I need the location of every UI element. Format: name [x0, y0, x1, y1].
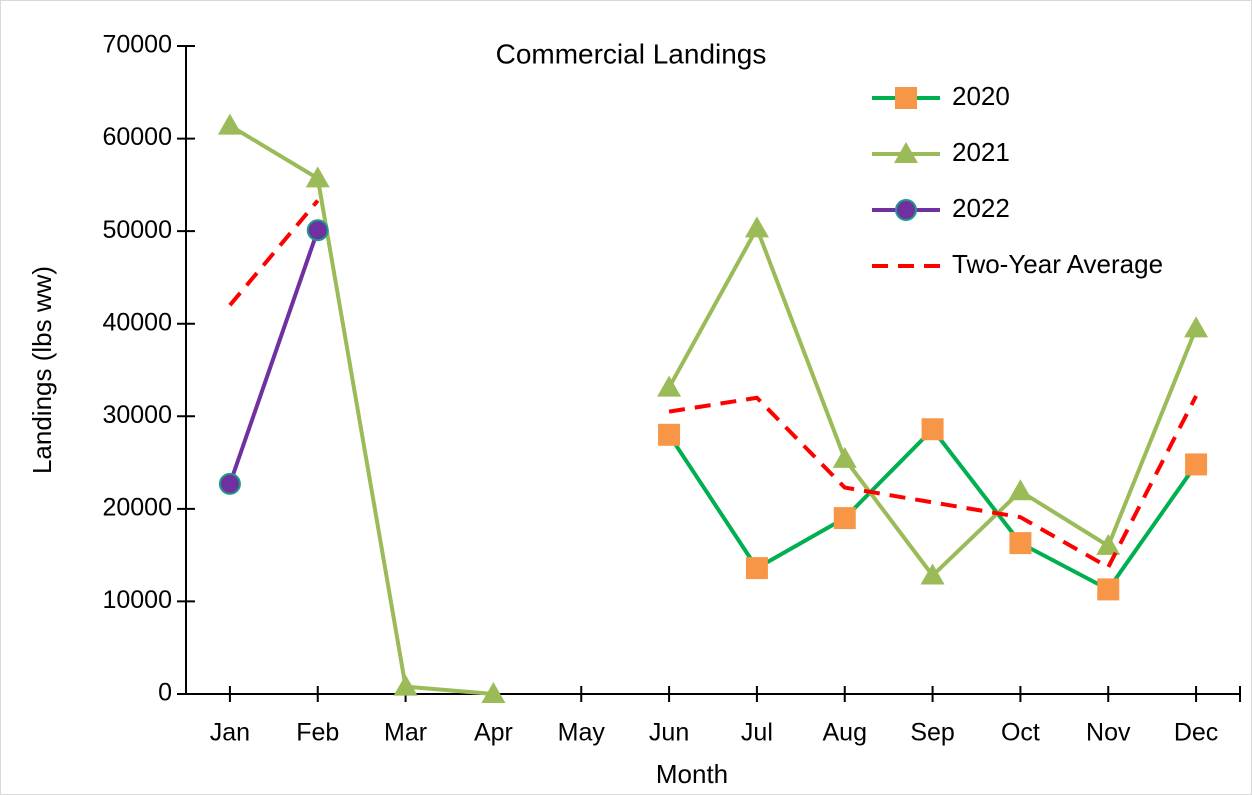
- x-tick-label: Feb: [296, 719, 339, 747]
- x-tick-label: Jun: [649, 719, 689, 747]
- x-tick-label: Mar: [384, 719, 427, 747]
- y-tick-label: 10000: [102, 586, 172, 614]
- data-point: [920, 563, 945, 585]
- legend-marker: [894, 142, 918, 163]
- data-point: [306, 219, 329, 242]
- y-axis-title: Landings (lbs ww): [27, 266, 57, 474]
- data-point: [744, 216, 769, 238]
- x-tick-label: Sep: [910, 719, 954, 747]
- series-line: [228, 229, 320, 485]
- data-point: [1097, 578, 1120, 601]
- data-point: [305, 166, 330, 188]
- data-point: [218, 472, 241, 495]
- data-point: [1185, 453, 1208, 476]
- x-tick-label: May: [558, 719, 606, 747]
- x-tick-label: Nov: [1086, 719, 1131, 747]
- data-point: [657, 375, 682, 397]
- y-tick-label: 20000: [102, 493, 172, 521]
- data-point: [833, 507, 856, 530]
- data-point: [921, 418, 944, 441]
- y-tick-label: 60000: [102, 123, 172, 151]
- x-tick-label: Dec: [1174, 719, 1218, 747]
- legend-marker: [895, 199, 917, 221]
- data-point: [1096, 533, 1121, 555]
- y-tick-label: 50000: [102, 216, 172, 244]
- x-tick-label: Jan: [210, 719, 250, 747]
- data-point: [832, 446, 857, 468]
- legend-label: 2021: [952, 137, 1010, 167]
- data-point: [217, 113, 242, 135]
- x-tick-label: Jul: [741, 719, 773, 747]
- x-tick-label: Apr: [474, 719, 513, 747]
- data-point: [658, 423, 681, 446]
- chart-title: Commercial Landings: [496, 38, 767, 69]
- y-tick-label: 30000: [102, 401, 172, 429]
- x-axis-title: Month: [656, 759, 728, 789]
- data-point: [481, 682, 506, 703]
- y-tick-label: 70000: [102, 31, 172, 59]
- y-tick-label: 0: [158, 679, 172, 707]
- x-tick-label: Aug: [823, 719, 867, 747]
- legend-label: Two-Year Average: [952, 249, 1163, 279]
- legend-label: 2020: [952, 81, 1010, 111]
- legend-label: 2022: [952, 193, 1010, 223]
- y-tick-label: 40000: [102, 308, 172, 336]
- data-point: [1008, 479, 1033, 501]
- data-point: [745, 557, 768, 580]
- x-tick-label: Oct: [1001, 719, 1040, 747]
- data-point: [1184, 316, 1209, 338]
- data-point: [393, 674, 418, 696]
- legend-marker: [895, 87, 917, 109]
- series-line: [228, 199, 1198, 570]
- data-point: [1009, 532, 1032, 555]
